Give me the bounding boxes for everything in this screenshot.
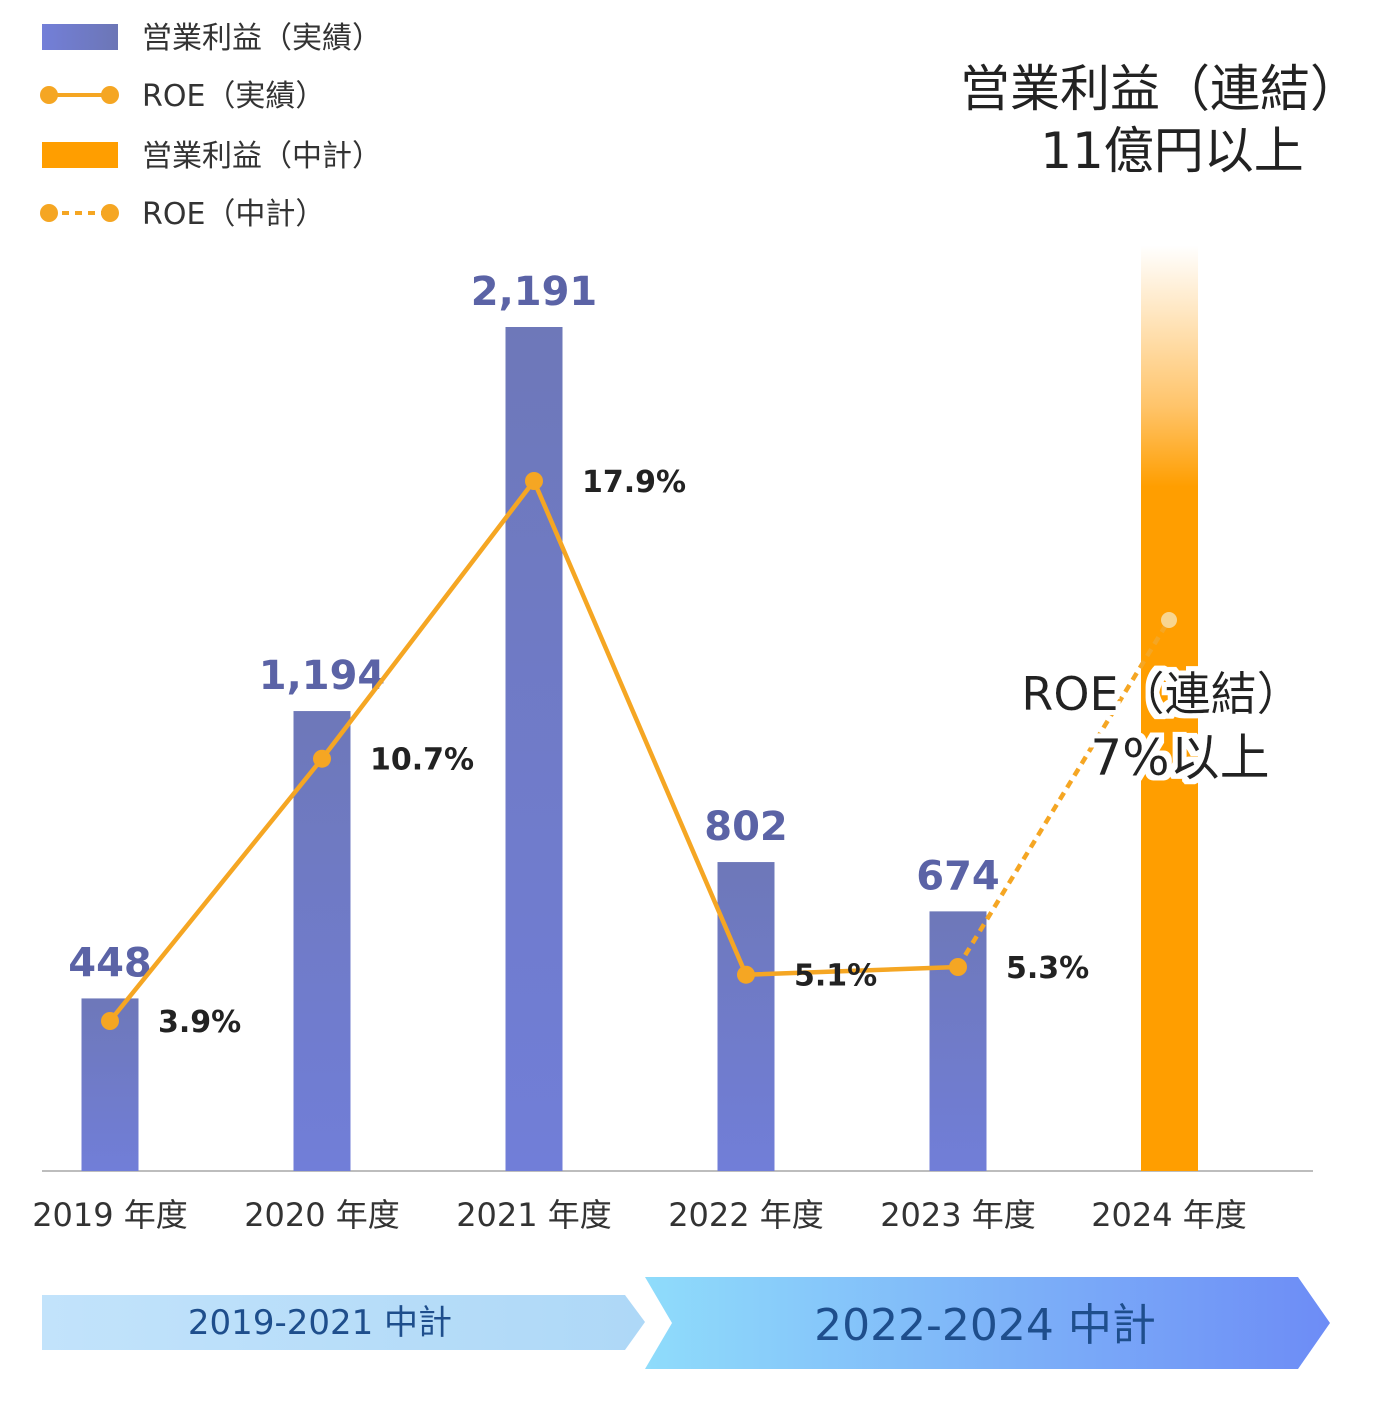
plan-bar-layer: [1141, 165, 1198, 1171]
bar-3: [717, 862, 775, 1171]
bar-value-label-3: 802: [704, 804, 788, 850]
x-tick-label-1: 2020 年度: [244, 1196, 400, 1234]
roe-value-label-1: 10.7%: [370, 743, 474, 778]
legend-label-2: 営業利益（中計）: [142, 139, 382, 174]
bar-labels-layer: 448 1,194 2,191 802 674: [68, 269, 1000, 986]
legend: 営業利益（実績） ROE（実績） 営業利益（中計） ROE（中計）: [40, 21, 382, 232]
plan-op-annotation-line1: 営業利益（連結）: [960, 60, 1360, 118]
legend-swatch-plan-bar: [42, 142, 118, 168]
roe-point-2: [525, 472, 543, 490]
roe-point-0: [101, 1012, 119, 1030]
bar-1: [293, 711, 351, 1171]
plan-roe-annotation-line1: ROE（連結）: [1021, 667, 1302, 721]
x-tick-label-3: 2022 年度: [668, 1196, 824, 1234]
roe-value-label-3: 5.1%: [794, 959, 877, 994]
x-tick-label-0: 2019 年度: [32, 1196, 188, 1234]
roe-point-3: [737, 965, 755, 984]
roe-value-label-0: 3.9%: [158, 1005, 241, 1040]
roe-value-label-2: 17.9%: [582, 465, 686, 500]
x-tick-label-5: 2024 年度: [1091, 1196, 1247, 1234]
plan-bar-2024: [1141, 165, 1198, 1171]
roe-point-4: [949, 958, 967, 976]
roe-point-1: [313, 749, 331, 768]
period-label-2019-2021: 2019-2021 中計: [188, 1303, 452, 1343]
roe-labels-layer: 3.9% 10.7% 17.9% 5.1% 5.3%: [158, 465, 1089, 1040]
roe-plan-dotted-line: [956, 618, 1171, 969]
x-tick-label-2: 2021 年度: [456, 1196, 612, 1234]
legend-swatch-actual-bar: [42, 24, 118, 50]
bars-layer: [81, 327, 987, 1171]
bar-value-label-0: 448: [68, 940, 152, 986]
bar-2: [505, 327, 563, 1171]
bar-4: [929, 911, 987, 1171]
bar-value-label-4: 674: [916, 853, 1000, 899]
legend-label-1: ROE（実績）: [142, 79, 325, 114]
x-tick-label-4: 2023 年度: [880, 1196, 1036, 1234]
period-bands: 2019-2021 中計 2022-2024 中計: [42, 1277, 1330, 1369]
period-band-2022-2024: [645, 1277, 1330, 1369]
roe-value-label-4: 5.3%: [1006, 951, 1089, 986]
bar-value-label-2: 2,191: [471, 269, 598, 315]
plan-annotations: 営業利益（連結）11億円以上 ROE（連結） 7%以上: [960, 60, 1360, 787]
legend-label-0: 営業利益（実績）: [142, 21, 382, 56]
roe-plan-point: [1161, 612, 1177, 628]
roe-line-layer: [101, 472, 1177, 1030]
legend-swatch-roe-actual: [40, 86, 119, 104]
plan-op-annotation-line2: 11億円以上: [1040, 122, 1304, 180]
bar-value-label-1: 1,194: [259, 653, 386, 699]
period-label-2022-2024: 2022-2024 中計: [814, 1300, 1156, 1351]
x-tick-labels: 2019 年度 2020 年度 2021 年度 2022 年度 2023 年度 2024 …: [32, 1196, 1247, 1234]
period-band-2019-2021: [42, 1295, 645, 1350]
plan-roe-annotation-line2: 7%以上: [1090, 729, 1269, 787]
legend-label-3: ROE（中計）: [142, 197, 325, 232]
legend-swatch-roe-plan: [40, 204, 119, 222]
